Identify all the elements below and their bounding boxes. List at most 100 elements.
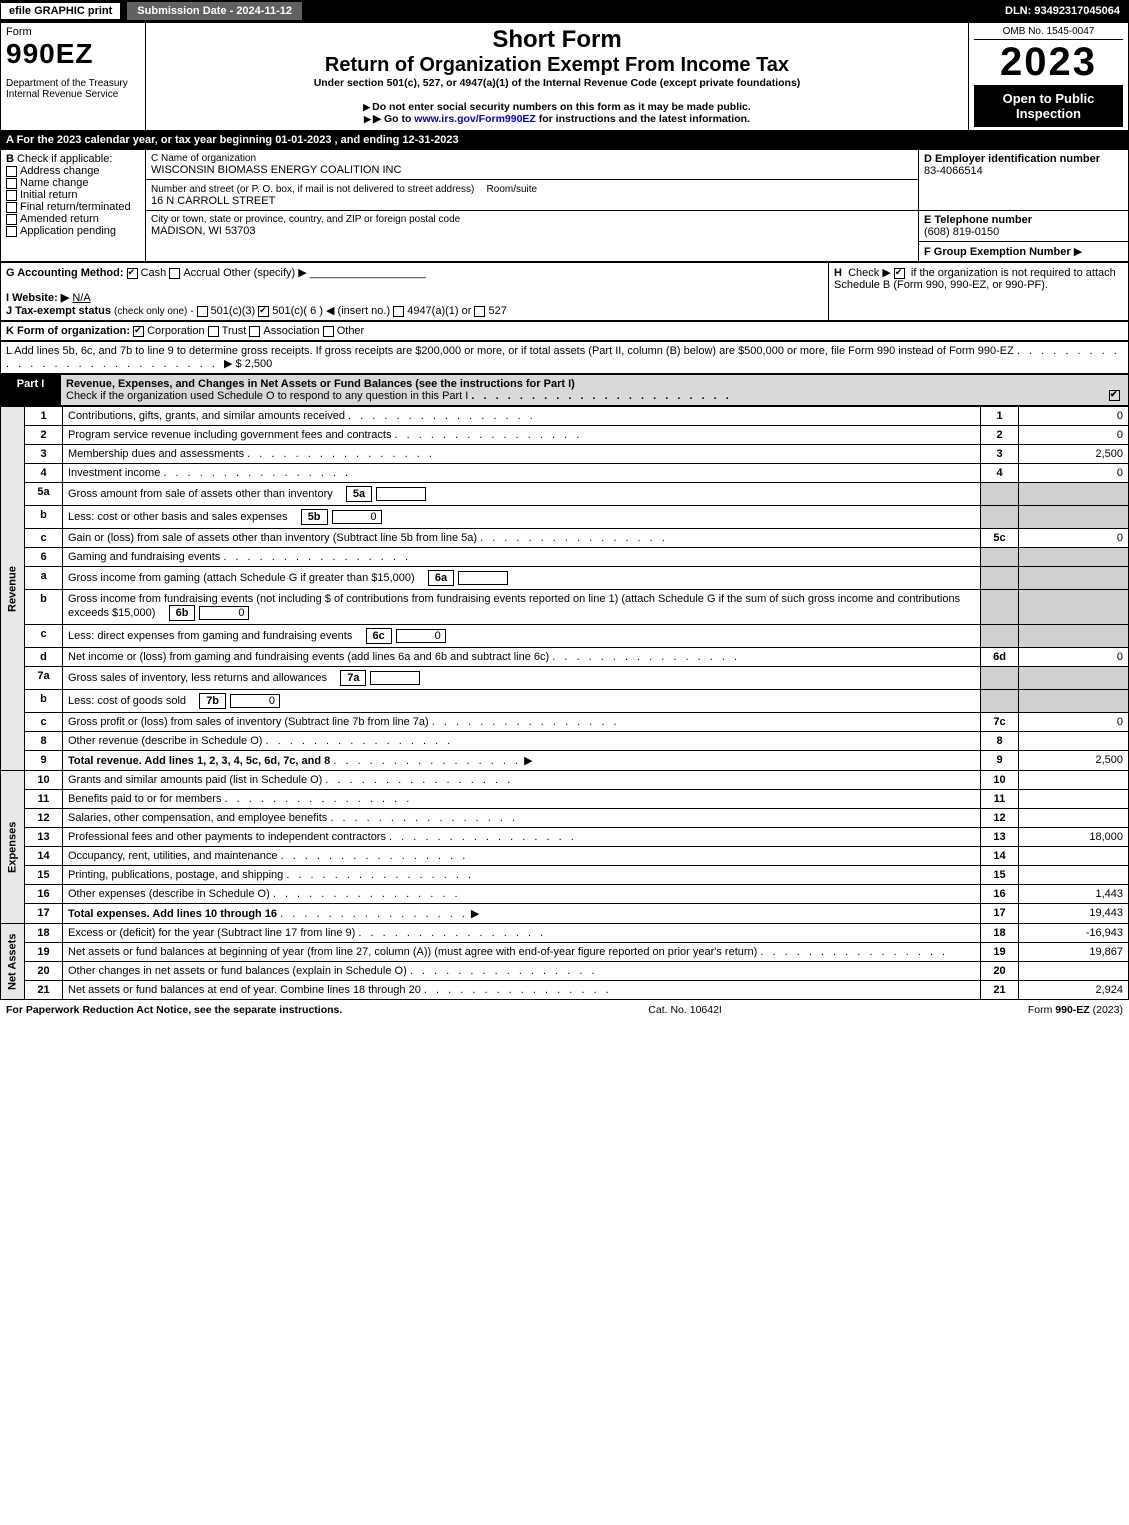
line-desc: Gain or (loss) from sale of assets other… [63,529,981,548]
line-desc: Other expenses (describe in Schedule O) … [63,885,981,904]
chk-name[interactable] [6,178,17,189]
header-mid: Short Form Return of Organization Exempt… [146,23,969,98]
section-d: D Employer identification number 83-4066… [919,150,1129,211]
chk-corp[interactable] [133,326,144,337]
h-text1: Check ▶ [848,267,891,279]
top-bar: efile GRAPHIC print Submission Date - 20… [0,0,1129,22]
opt-4947: 4947(a)(1) or [407,305,471,317]
header-left: Form 990EZ Department of the Treasury In… [1,23,146,131]
line-desc: Gross income from gaming (attach Schedul… [63,567,981,590]
line-row: 19Net assets or fund balances at beginni… [1,943,1129,962]
line-amount [1019,771,1129,790]
chk-amended[interactable] [6,214,17,225]
chk-initial[interactable] [6,190,17,201]
line-number: 14 [25,847,63,866]
line-ref: 16 [981,885,1019,904]
line-amount [1019,866,1129,885]
form-word: Form [6,26,140,38]
line-ref: 2 [981,426,1019,445]
ein-value: 83-4066514 [924,165,983,177]
line-number: a [25,567,63,590]
line-number: 2 [25,426,63,445]
line-amount: 19,443 [1019,904,1129,924]
line-row: 2Program service revenue including gover… [1,426,1129,445]
line-ref [981,625,1019,648]
chk-cash[interactable] [127,268,138,279]
line-number: 20 [25,962,63,981]
line-row: 12Salaries, other compensation, and empl… [1,809,1129,828]
line-amount [1019,732,1129,751]
line-row: bLess: cost or other basis and sales exp… [1,506,1129,529]
line-number: 6 [25,548,63,567]
line-row: 3Membership dues and assessments . . . .… [1,445,1129,464]
line-ref: 3 [981,445,1019,464]
line-number: 15 [25,866,63,885]
header-notes: Do not enter social security numbers on … [146,98,969,131]
chk-527[interactable] [474,306,485,317]
line-row: 15Printing, publications, postage, and s… [1,866,1129,885]
line-number: 5a [25,483,63,506]
line-desc: Investment income . . . . . . . . . . . … [63,464,981,483]
section-h: H Check ▶ if the organization is not req… [829,263,1129,321]
line-row: 21Net assets or fund balances at end of … [1,981,1129,1000]
j-label: J Tax-exempt status [6,305,111,317]
irs-link[interactable]: www.irs.gov/Form990EZ [414,113,536,125]
line-ref: 20 [981,962,1019,981]
line-desc: Printing, publications, postage, and shi… [63,866,981,885]
line-desc: Net income or (loss) from gaming and fun… [63,648,981,667]
line-ref: 5c [981,529,1019,548]
note-link: ▶ Go to www.irs.gov/Form990EZ for instru… [151,113,963,125]
line-ref [981,667,1019,690]
chk-trust[interactable] [208,326,219,337]
chk-pending[interactable] [6,226,17,237]
chk-501c[interactable] [258,306,269,317]
g-h-block: G Accounting Method: Cash Accrual Other … [0,262,1129,321]
short-form-title: Short Form [151,26,963,54]
opt-amended: Amended return [20,213,99,225]
chk-other-org[interactable] [323,326,334,337]
line-ref: 17 [981,904,1019,924]
chk-501c3[interactable] [197,306,208,317]
line-amount: 0 [1019,713,1129,732]
line-amount: 1,443 [1019,885,1129,904]
line-row: 5aGross amount from sale of assets other… [1,483,1129,506]
opt-trust: Trust [222,325,247,337]
tax-year: 2023 [974,40,1123,85]
chk-accrual[interactable] [169,268,180,279]
line-amount: -16,943 [1019,924,1129,943]
line-ref: 18 [981,924,1019,943]
line-row: 6Gaming and fundraising events . . . . .… [1,548,1129,567]
line-desc: Excess or (deficit) for the year (Subtra… [63,924,981,943]
section-c-name: C Name of organization WISCONSIN BIOMASS… [146,150,919,180]
efile-label[interactable]: efile GRAPHIC print [1,3,120,19]
section-e: E Telephone number (608) 819-0150 [919,211,1129,242]
chk-address[interactable] [6,166,17,177]
inspection-box: Open to Public Inspection [974,85,1123,127]
chk-schedb[interactable] [894,268,905,279]
line-desc: Less: cost or other basis and sales expe… [63,506,981,529]
line-ref [981,690,1019,713]
chk-scheduleo[interactable] [1109,390,1120,401]
side-label: Expenses [1,771,25,924]
line-desc: Other changes in net assets or fund bala… [63,962,981,981]
line-number: 1 [25,407,63,426]
line-ref: 10 [981,771,1019,790]
line-desc: Gross sales of inventory, less returns a… [63,667,981,690]
line-row: 16Other expenses (describe in Schedule O… [1,885,1129,904]
b-label: B [6,153,14,165]
line-ref [981,548,1019,567]
line-row: cGain or (loss) from sale of assets othe… [1,529,1129,548]
chk-4947[interactable] [393,306,404,317]
line-desc: Gross amount from sale of assets other t… [63,483,981,506]
line-desc: Less: cost of goods sold 7b0 [63,690,981,713]
opt-final: Final return/terminated [20,201,131,213]
room-label: Room/suite [487,184,538,195]
d-label: D Employer identification number [924,153,1100,165]
line-number: b [25,690,63,713]
line-desc: Salaries, other compensation, and employ… [63,809,981,828]
k-label: K Form of organization: [6,325,130,337]
line-ref: 21 [981,981,1019,1000]
chk-assoc[interactable] [249,326,260,337]
line-ref: 11 [981,790,1019,809]
chk-final[interactable] [6,202,17,213]
